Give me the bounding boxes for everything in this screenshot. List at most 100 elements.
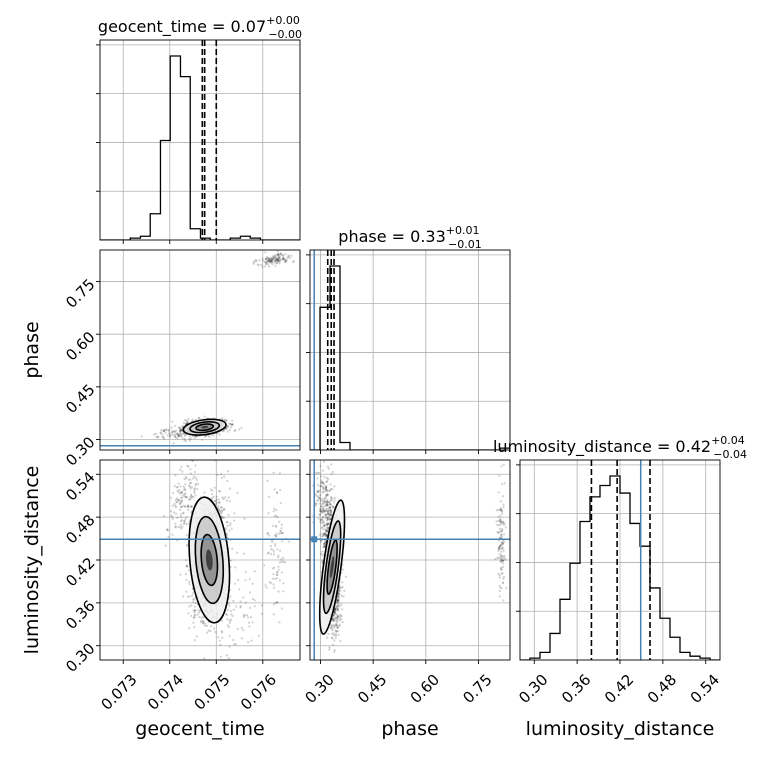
sample-point xyxy=(330,510,333,513)
sample-point xyxy=(224,496,227,499)
sample-point xyxy=(322,528,325,531)
sample-point xyxy=(331,619,334,622)
sample-point xyxy=(177,525,180,528)
sample-point xyxy=(323,500,326,504)
sample-point xyxy=(319,489,322,492)
sample-point xyxy=(179,431,182,434)
sample-point xyxy=(274,602,277,605)
sample-point xyxy=(185,565,188,568)
sample-point xyxy=(268,261,271,264)
sample-point xyxy=(275,577,278,580)
sample-point xyxy=(174,433,177,436)
sample-point xyxy=(340,603,343,607)
sample-point xyxy=(321,535,324,538)
hist-phase-frame xyxy=(309,249,511,451)
sample-point xyxy=(229,565,232,568)
sample-point xyxy=(502,556,505,559)
sample-point xyxy=(318,502,322,505)
sample-point xyxy=(320,454,322,456)
sample-point xyxy=(183,478,186,481)
sample-point xyxy=(227,496,230,499)
sample-point xyxy=(239,600,242,603)
sample-point xyxy=(329,511,332,515)
sample-point xyxy=(180,505,183,508)
sample-point xyxy=(184,496,188,499)
sample-point xyxy=(275,259,278,262)
sample-point xyxy=(192,495,195,498)
sample-point xyxy=(193,614,196,617)
hist-panel-luminosity_distance xyxy=(516,459,721,664)
sample-point xyxy=(324,517,327,520)
sample-point xyxy=(334,624,337,627)
sample-point xyxy=(236,491,239,494)
sample-point xyxy=(323,501,326,504)
sample-point xyxy=(190,614,193,618)
sample-point xyxy=(268,258,271,261)
sample-point xyxy=(320,509,323,513)
sample-point xyxy=(273,515,276,518)
sample-point xyxy=(325,522,328,525)
sample-point xyxy=(324,528,327,531)
sample-point xyxy=(207,629,210,632)
sample-point xyxy=(162,435,165,438)
sample-point xyxy=(333,609,337,613)
sample-point xyxy=(500,554,503,557)
sample-point xyxy=(278,621,281,624)
sample-point xyxy=(268,260,271,263)
sample-point xyxy=(179,501,182,504)
sample-point xyxy=(501,559,504,562)
sample-point xyxy=(320,482,323,485)
sample-point xyxy=(174,525,177,528)
sample-point xyxy=(238,588,241,591)
sample-point xyxy=(276,571,279,574)
sample-point xyxy=(339,613,342,616)
sample-point xyxy=(269,260,272,263)
sample-point xyxy=(193,613,197,616)
sample-point xyxy=(215,501,218,504)
sample-point xyxy=(179,526,182,529)
sample-point xyxy=(317,496,320,499)
sample-point xyxy=(330,624,333,627)
sample-point xyxy=(324,540,327,544)
sample-point xyxy=(220,619,223,623)
sample-point xyxy=(276,258,279,261)
sample-point xyxy=(227,657,230,660)
sample-point xyxy=(323,542,326,545)
panel-title-minus: −0.01 xyxy=(448,238,482,251)
sample-point xyxy=(272,583,275,586)
sample-point xyxy=(180,520,183,523)
sample-point xyxy=(270,582,273,585)
sample-point xyxy=(337,598,340,602)
sample-point xyxy=(210,493,214,496)
sample-point xyxy=(331,629,334,632)
sample-point xyxy=(499,533,502,537)
sample-point xyxy=(321,511,324,514)
sample-point xyxy=(220,476,223,479)
sample-point xyxy=(283,260,286,263)
sample-point xyxy=(211,497,214,500)
sample-point xyxy=(324,505,327,508)
sample-point xyxy=(500,568,503,571)
scatter-0-frame xyxy=(99,249,301,451)
sample-point xyxy=(274,254,277,257)
sample-point xyxy=(341,621,344,624)
sample-point xyxy=(333,613,336,616)
sample-point xyxy=(498,552,501,556)
sample-point xyxy=(504,558,507,561)
sample-point xyxy=(327,522,330,525)
sample-point xyxy=(278,532,281,535)
sample-point xyxy=(209,488,212,491)
sample-point xyxy=(272,257,275,260)
sample-point xyxy=(166,528,169,531)
sample-point xyxy=(281,540,284,543)
sample-point xyxy=(272,577,275,580)
sample-point xyxy=(321,521,324,524)
sample-point xyxy=(276,492,279,495)
density-contour-3 xyxy=(201,425,209,429)
sample-point xyxy=(277,554,280,557)
sample-point xyxy=(343,589,346,593)
sample-point xyxy=(327,509,330,512)
sample-point xyxy=(266,258,269,261)
sample-point xyxy=(324,514,327,517)
sample-point xyxy=(171,430,174,433)
